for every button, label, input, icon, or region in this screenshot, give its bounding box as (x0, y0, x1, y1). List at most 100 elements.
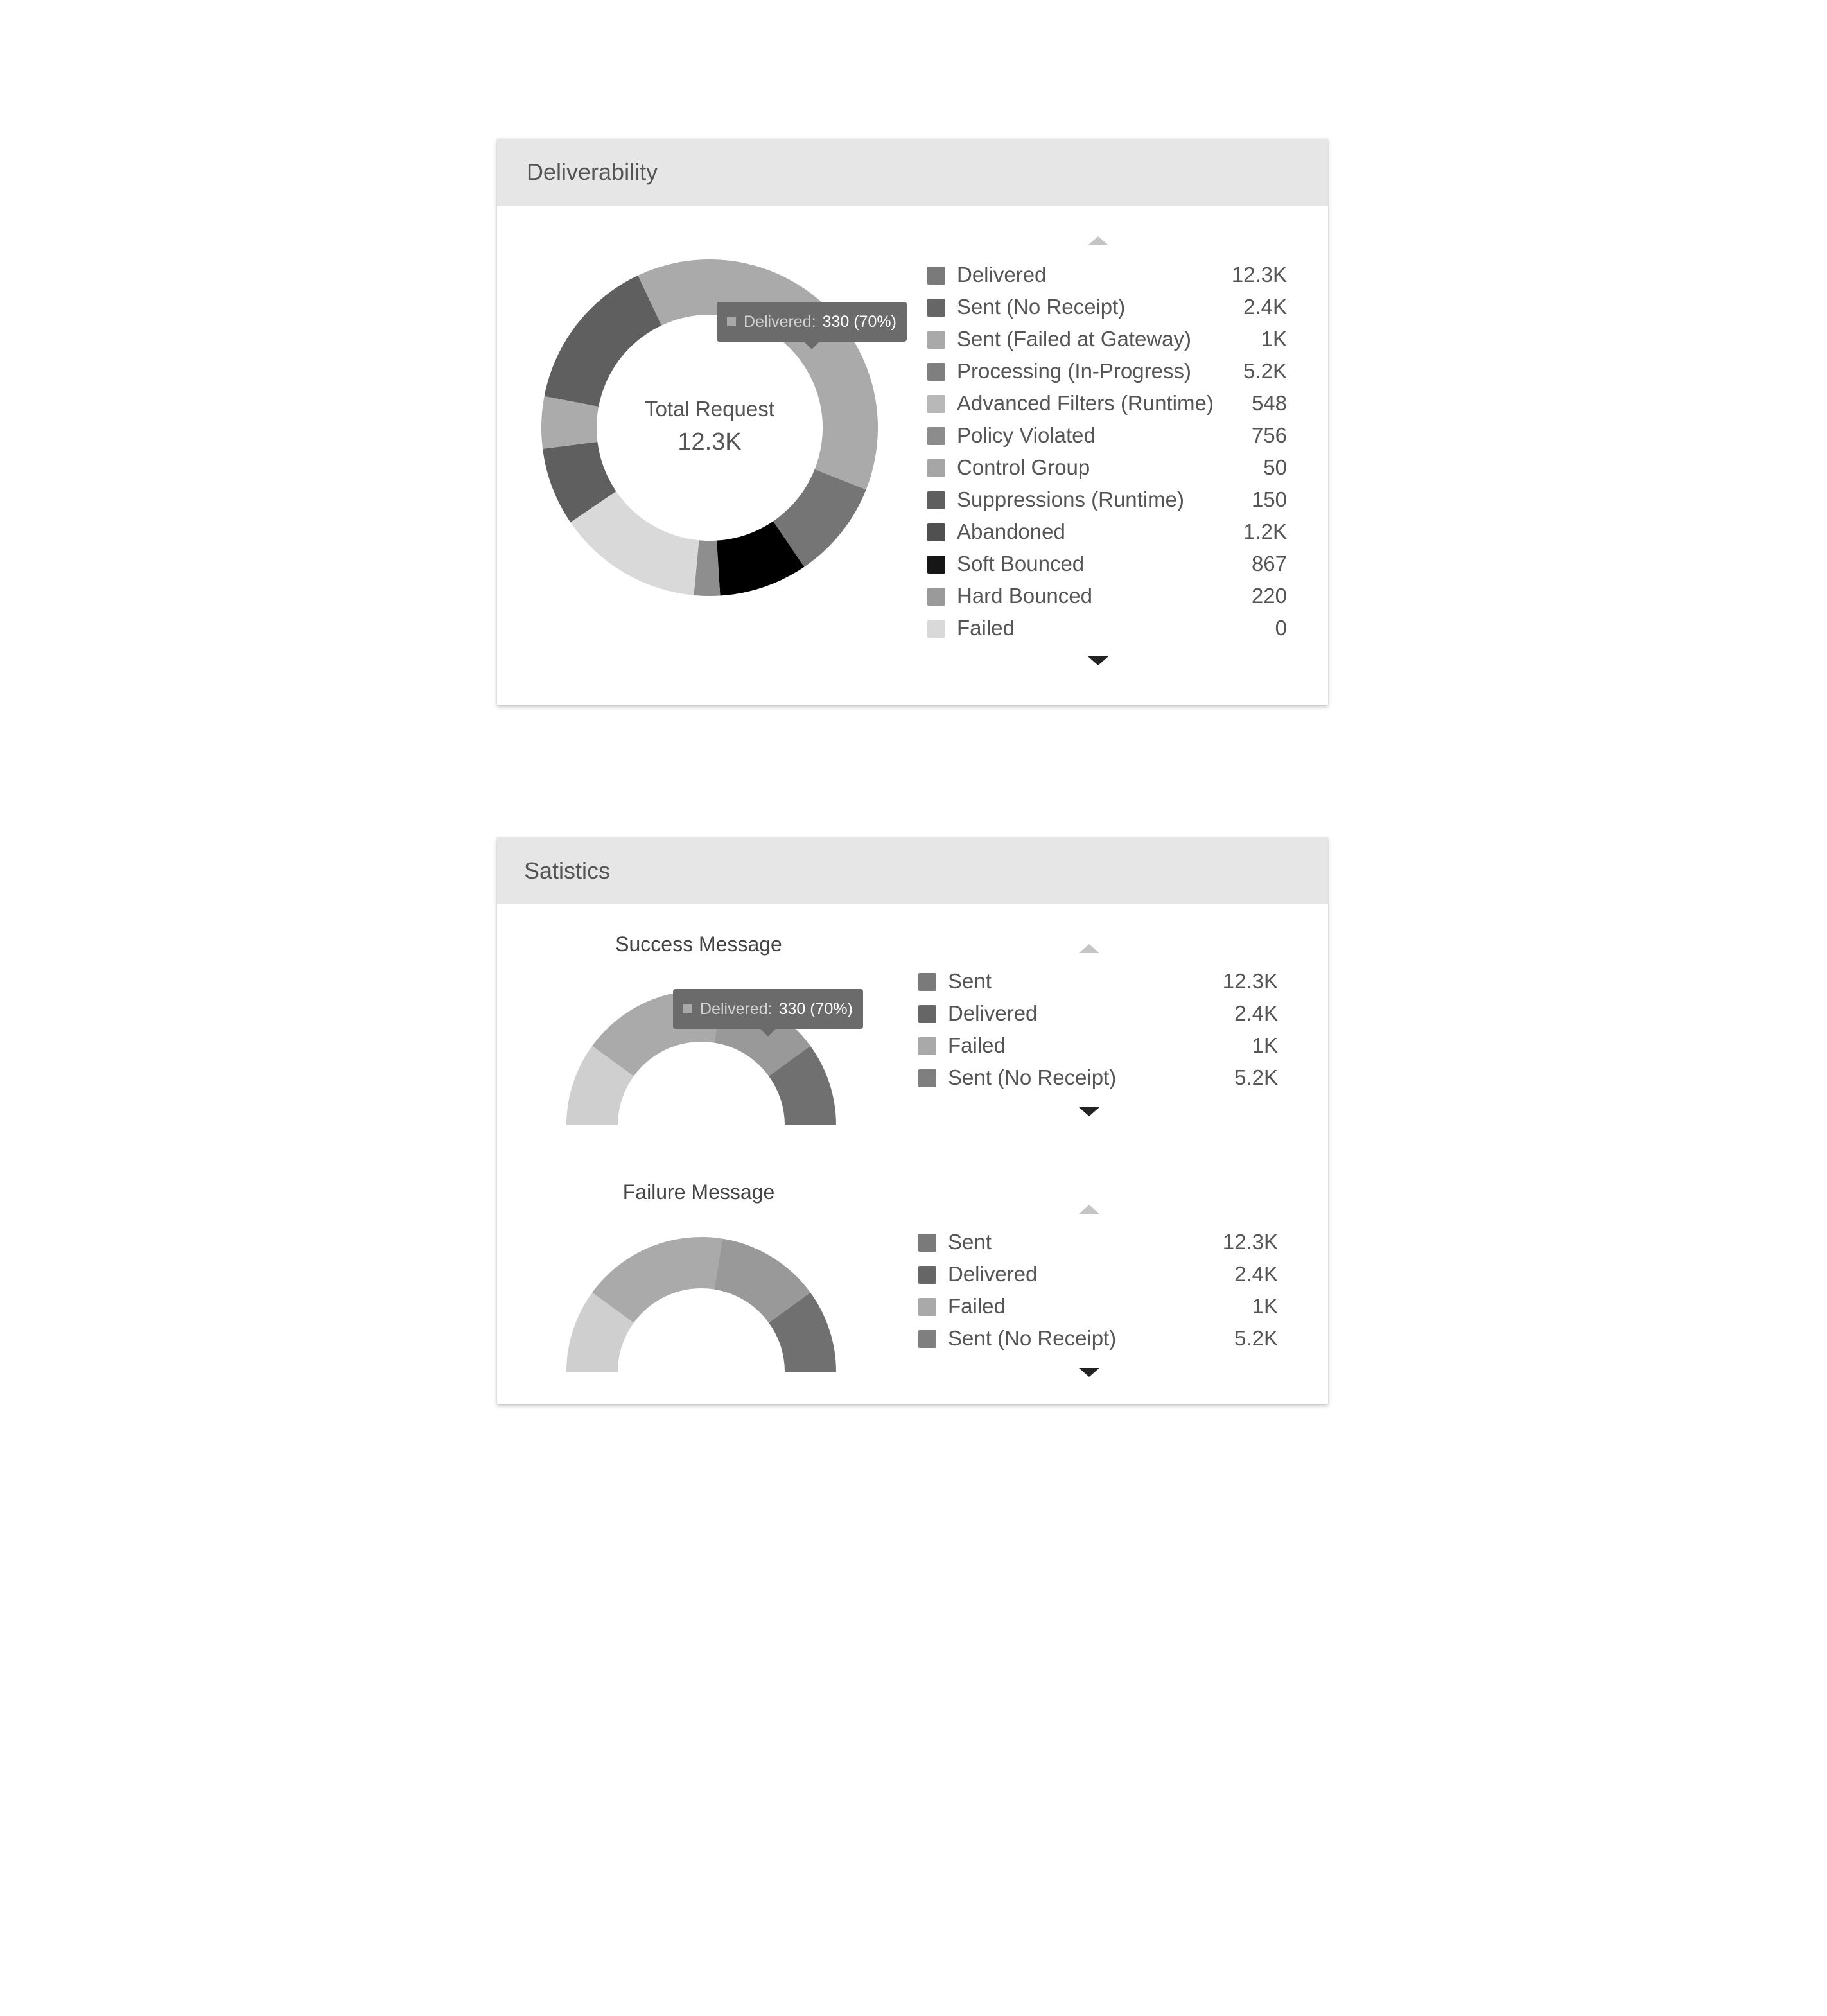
legend-swatch (918, 1069, 936, 1087)
legend-swatch (927, 395, 945, 413)
legend-value: 12.3K (1222, 1230, 1278, 1254)
legend-item[interactable]: Sent 12.3K (918, 966, 1278, 998)
legend-item[interactable]: Advanced Filters (Runtime) 548 (927, 388, 1287, 420)
legend-item[interactable]: Sent (Failed at Gateway) 1K (927, 324, 1287, 356)
legend-swatch (918, 1266, 936, 1284)
legend-label: Failed (948, 1033, 1006, 1057)
deliverability-tooltip: Delivered: 330 (70%) (717, 302, 907, 349)
slice-control-group[interactable] (638, 259, 710, 326)
legend-swatch (927, 331, 945, 349)
legend-item[interactable]: Policy Violated 756 (927, 420, 1287, 452)
deliverability-header: Deliverability (497, 139, 1328, 206)
legend-label: Policy Violated (957, 423, 1096, 447)
legend-value: 12.3K (1222, 969, 1278, 993)
legend-item[interactable]: Processing (In-Progress) 5.2K (927, 356, 1287, 388)
statistics-card: Satistics Success Message Delivered: 330… (497, 837, 1328, 1404)
legend-swatch (927, 556, 945, 574)
legend-value: 1K (1261, 327, 1287, 351)
legend-label: Suppressions (Runtime) (957, 487, 1184, 511)
slice-failed[interactable] (570, 491, 699, 595)
deliverability-body: Total Request 12.3K Delivered: 330 (70%)… (497, 206, 1328, 705)
failure-legend: Sent 12.3K Delivered 2.4K Failed 1K Sent (No R… (918, 1205, 1278, 1385)
legend-swatch (918, 1298, 936, 1316)
legend-value: 1.2K (1243, 520, 1287, 543)
legend-swatch (927, 459, 945, 477)
legend-item[interactable]: Suppressions (Runtime) 150 (927, 484, 1287, 516)
legend-value: 548 (1251, 391, 1287, 415)
legend-scroll-down-icon[interactable] (1079, 1368, 1099, 1377)
legend-value: 2.4K (1243, 295, 1287, 319)
slice-suppressions-runtime[interactable] (544, 275, 662, 407)
legend-item[interactable]: Failed 1K (918, 1030, 1278, 1062)
legend-value: 1K (1252, 1033, 1278, 1057)
success-tooltip: Delivered: 330 (70%) (673, 989, 863, 1037)
legend-item[interactable]: Control Group 50 (927, 452, 1287, 484)
tooltip-swatch (727, 317, 736, 326)
deliverability-legend: Delivered 12.3K Sent (No Receipt) 2.4K Sent … (927, 236, 1287, 673)
legend-swatch (927, 588, 945, 606)
legend-label: Sent (948, 969, 992, 993)
legend-item[interactable]: Failed 0 (927, 613, 1287, 645)
legend-label: Sent (No Receipt) (948, 1065, 1117, 1089)
legend-value: 2.4K (1234, 1262, 1278, 1286)
success-chart-title: Success Message (615, 933, 782, 956)
legend-value: 5.2K (1234, 1326, 1278, 1350)
legend-scroll-down-icon[interactable] (1079, 1107, 1099, 1116)
legend-item[interactable]: Sent (No Receipt) 5.2K (918, 1062, 1278, 1094)
legend-item[interactable]: Delivered 12.3K (927, 259, 1287, 292)
tooltip-label: Delivered: (700, 999, 773, 1018)
legend-value: 756 (1251, 423, 1287, 447)
legend-scroll-down-icon[interactable] (1088, 656, 1108, 665)
legend-item[interactable]: Soft Bounced 867 (927, 548, 1287, 581)
legend-item[interactable]: Failed 1K (918, 1291, 1278, 1323)
legend-scroll-up-icon[interactable] (1079, 1205, 1099, 1214)
slice-delivered[interactable] (592, 1237, 722, 1323)
success-legend: Sent 12.3K Delivered 2.4K Failed 1K Sent (No R… (918, 944, 1278, 1124)
legend-value: 0 (1275, 616, 1287, 640)
slice-advanced-filters-runtime[interactable] (541, 396, 599, 449)
legend-label: Delivered (948, 1262, 1038, 1286)
legend-item[interactable]: Sent (No Receipt) 2.4K (927, 292, 1287, 324)
legend-item[interactable]: Hard Bounced 220 (927, 581, 1287, 613)
legend-swatch (927, 363, 945, 381)
legend-item[interactable]: Delivered 2.4K (918, 998, 1278, 1030)
deliverability-donut-chart: Total Request 12.3K (541, 259, 878, 596)
failure-semi-donut-chart (566, 1237, 836, 1372)
slice-hard-bounced[interactable] (694, 540, 721, 596)
donut-center-label: Total Request (645, 397, 774, 421)
legend-label: Sent (948, 1230, 992, 1254)
legend-scroll-up-icon[interactable] (1088, 236, 1108, 245)
legend-label: Failed (957, 616, 1015, 640)
legend-label: Sent (No Receipt) (948, 1326, 1117, 1350)
slice-sent-no-receipt[interactable] (769, 1046, 836, 1125)
slice-abandoned[interactable] (543, 442, 616, 523)
legend-label: Control Group (957, 455, 1090, 479)
legend-label: Delivered (948, 1001, 1038, 1025)
legend-scroll-up-icon[interactable] (1079, 944, 1099, 953)
legend-swatch (927, 299, 945, 317)
legend-value: 150 (1251, 487, 1287, 511)
tooltip-swatch (683, 1004, 692, 1013)
legend-label: Abandoned (957, 520, 1065, 543)
slice-sent-no-receipt[interactable] (773, 469, 866, 567)
donut-center-value: 12.3K (677, 428, 741, 455)
tooltip-value: 330 (70%) (822, 312, 896, 331)
legend-swatch (927, 491, 945, 509)
legend-swatch (927, 523, 945, 541)
slice-sent-no-receipt[interactable] (769, 1292, 836, 1372)
legend-item[interactable]: Abandoned 1.2K (927, 516, 1287, 548)
slice-sent[interactable] (714, 1238, 810, 1323)
legend-item[interactable]: Sent 12.3K (918, 1227, 1278, 1259)
legend-item[interactable]: Delivered 2.4K (918, 1259, 1278, 1291)
legend-label: Soft Bounced (957, 552, 1085, 575)
legend-label: Advanced Filters (Runtime) (957, 391, 1214, 415)
deliverability-card: Deliverability Total Request 12.3K Deliv… (497, 139, 1328, 705)
legend-item[interactable]: Sent (No Receipt) 5.2K (918, 1323, 1278, 1355)
slice-failed[interactable] (566, 1046, 634, 1125)
slice-soft-bounced[interactable] (717, 521, 805, 596)
legend-swatch (927, 620, 945, 638)
tooltip-value: 330 (70%) (778, 999, 853, 1018)
legend-swatch (918, 1234, 936, 1252)
slice-failed[interactable] (566, 1292, 634, 1372)
tooltip-label: Delivered: (744, 312, 816, 331)
